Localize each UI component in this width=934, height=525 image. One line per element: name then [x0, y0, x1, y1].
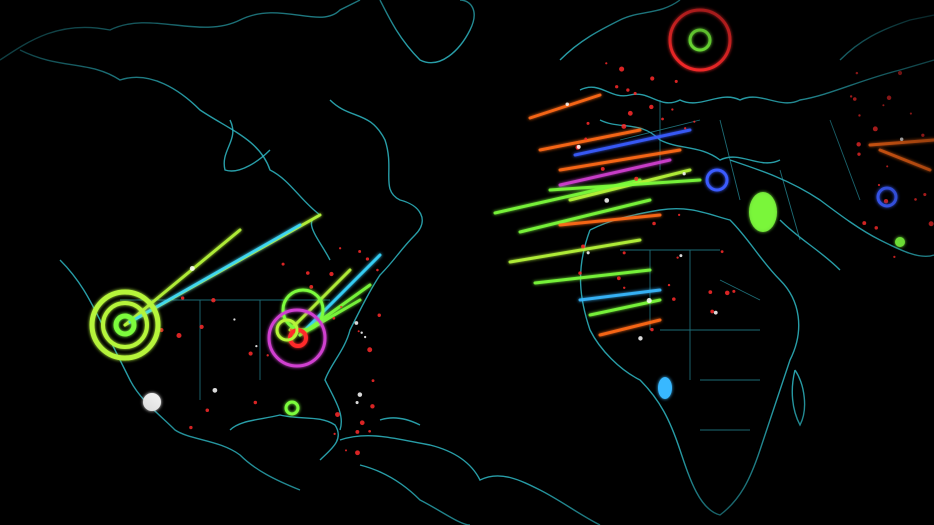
world-map: [0, 0, 934, 525]
vignette: [0, 0, 934, 525]
attack-map: [0, 0, 934, 525]
